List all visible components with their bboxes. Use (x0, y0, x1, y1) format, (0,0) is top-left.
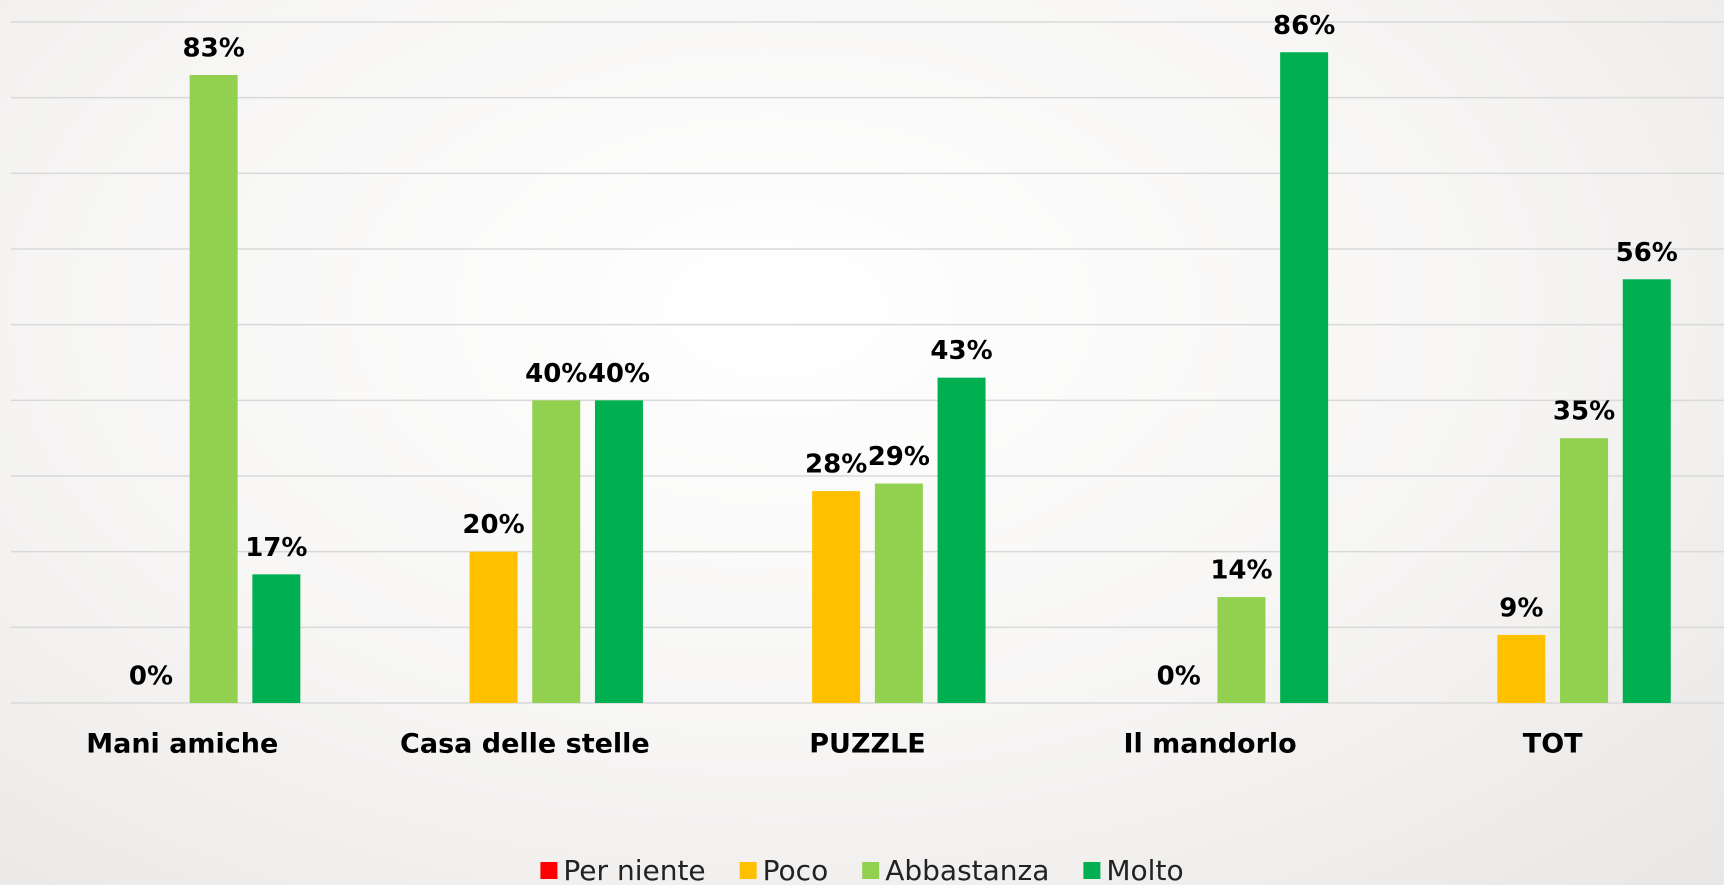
legend-swatch (540, 862, 558, 879)
bar (812, 491, 861, 703)
x-tick-label: PUZZLE (809, 729, 926, 760)
legend-swatch (862, 862, 880, 879)
x-tick-label: Il mandorlo (1123, 729, 1296, 760)
data-label: 9% (1499, 593, 1543, 623)
bar (1217, 597, 1266, 703)
bar (594, 400, 643, 703)
legend-label: Poco (763, 854, 829, 885)
data-label: 28% (805, 450, 867, 480)
x-tick-label: Casa delle stelle (400, 729, 650, 760)
bar (252, 574, 301, 703)
bar (189, 74, 238, 703)
data-label: 17% (245, 533, 307, 563)
data-label: 83% (183, 33, 245, 63)
bar (1622, 279, 1671, 703)
legend-swatch (739, 862, 757, 879)
bar (874, 483, 923, 703)
data-label: 86% (1273, 11, 1335, 41)
data-label: 40% (525, 359, 587, 389)
data-label: 20% (462, 510, 524, 540)
legend-label: Per niente (563, 854, 705, 885)
data-label: 56% (1616, 238, 1678, 268)
bar (532, 400, 581, 703)
bar (937, 377, 986, 703)
data-label: 0% (129, 662, 173, 692)
data-label: 43% (930, 336, 992, 366)
data-label: 40% (588, 359, 650, 389)
data-label: 14% (1210, 556, 1272, 586)
legend-label: Abbastanza (885, 854, 1049, 885)
bar (469, 551, 518, 703)
data-label: 0% (1157, 662, 1201, 692)
x-tick-label: TOT (1523, 729, 1583, 760)
bar (1560, 438, 1609, 703)
legend-label: Molto (1106, 854, 1183, 885)
data-label: 35% (1553, 397, 1615, 427)
legend-swatch (1083, 862, 1101, 879)
bar (1497, 634, 1546, 703)
data-label: 29% (868, 442, 930, 472)
x-tick-label: Mani amiche (86, 729, 278, 760)
bar (1280, 52, 1329, 704)
